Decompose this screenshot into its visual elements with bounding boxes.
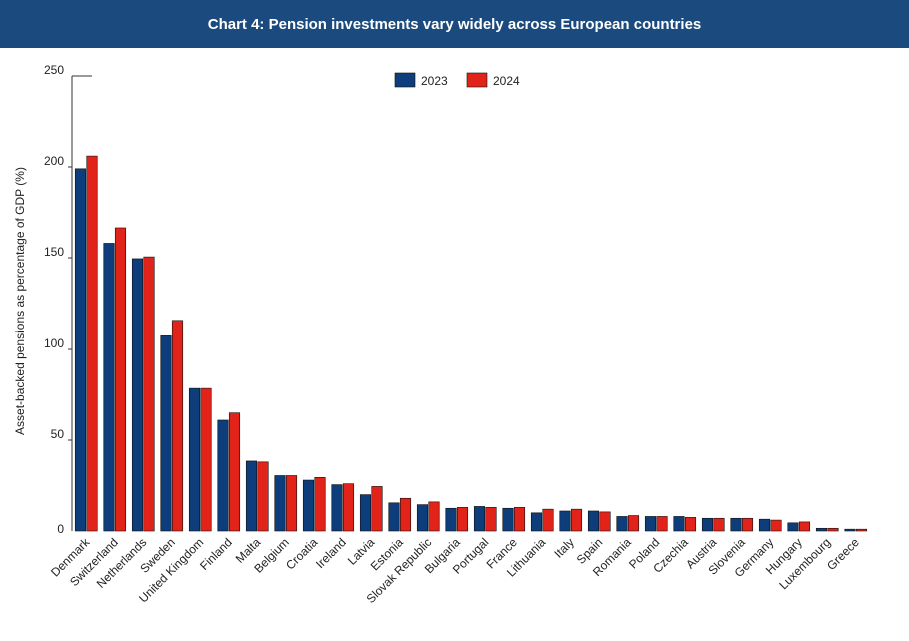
- legend: 2023 2024: [394, 72, 520, 88]
- bar-2023-malta: [245, 460, 258, 532]
- bar-2023-ireland: [331, 484, 343, 532]
- bar-2024-netherlands: [143, 256, 155, 532]
- bar-2024-czechia: [684, 517, 697, 532]
- bar-2024-malta: [257, 461, 269, 532]
- bar-2023-croatia: [302, 479, 315, 532]
- y-tick-label: 150: [44, 245, 64, 259]
- bar-2024-ireland: [342, 483, 355, 532]
- bar-2023-united-kingdom: [188, 387, 201, 532]
- bar-2024-hungary: [798, 521, 811, 532]
- bar-2024-poland: [656, 516, 668, 532]
- x-tick-label: Ireland: [313, 535, 349, 571]
- y-tick-label: 0: [57, 522, 64, 536]
- bar-2024-spain: [599, 511, 611, 532]
- bar-2023-czechia: [673, 516, 685, 532]
- bar-2023-bulgaria: [445, 507, 457, 532]
- bar-2024-latvia: [371, 486, 383, 532]
- bar-2023-slovak-republic: [416, 504, 429, 532]
- bar-2024-lithuania: [542, 508, 554, 532]
- legend-label-2023: 2023: [421, 74, 448, 88]
- bar-2024-romania: [627, 515, 640, 532]
- bar-2023-france: [502, 507, 514, 532]
- bar-2023-estonia: [388, 502, 400, 532]
- y-axis: 0 50 100 150 200 250: [44, 63, 92, 536]
- bar-2023-sweden: [160, 335, 172, 532]
- legend-swatch-2024: [466, 72, 488, 88]
- bar-2024-portugal: [485, 507, 497, 532]
- bar-2023-germany: [758, 518, 771, 532]
- bar-2024-france: [513, 507, 526, 532]
- bar-2023-latvia: [359, 494, 372, 532]
- bar-chart: 0 50 100 150 200 250 DenmarkSwitzerlandNether…: [13, 63, 868, 606]
- bar-2023-austria: [701, 517, 714, 532]
- bar-2024-greece: [855, 528, 868, 532]
- bar-2024-slovenia: [741, 517, 754, 532]
- bar-2023-luxembourg: [815, 527, 828, 532]
- x-tick-label: Greece: [824, 535, 862, 573]
- bar-2024-denmark: [86, 155, 98, 532]
- y-axis-label: Asset-backed pensions as percentage of G…: [13, 167, 27, 435]
- y-tick-label: 100: [44, 336, 64, 350]
- bar-2023-poland: [644, 516, 657, 532]
- bar-2024-sweden: [171, 320, 184, 532]
- bar-2023-greece: [844, 528, 856, 532]
- bar-2024-finland: [228, 412, 241, 532]
- bar-2024-switzerland: [114, 227, 127, 532]
- bar-2023-portugal: [473, 506, 486, 532]
- chart-title: Chart 4: Pension investments vary widely…: [207, 15, 702, 33]
- bar-2024-luxembourg: [827, 527, 839, 532]
- bar-2023-lithuania: [530, 512, 543, 532]
- bar-2024-italy: [570, 508, 583, 532]
- chart-title-banner: Chart 4: Pension investments vary widely…: [0, 0, 909, 48]
- bar-2024-bulgaria: [456, 507, 469, 532]
- bar-2024-croatia: [314, 477, 326, 532]
- bar-2023-denmark: [74, 168, 87, 532]
- x-axis-labels: DenmarkSwitzerlandNetherlandsSwedenUnite…: [48, 535, 862, 606]
- bar-2023-italy: [559, 510, 571, 532]
- bar-2023-spain: [587, 510, 600, 532]
- bar-2023-slovenia: [730, 517, 742, 532]
- bar-2023-belgium: [274, 475, 286, 532]
- bar-2024-germany: [770, 519, 782, 532]
- y-tick-label: 200: [44, 154, 64, 168]
- x-tick-label: Finland: [197, 535, 235, 573]
- bar-2024-united-kingdom: [200, 387, 212, 532]
- bar-2023-romania: [616, 516, 628, 532]
- y-tick-label: 250: [44, 63, 64, 77]
- bars: [74, 155, 868, 532]
- bar-2024-estonia: [399, 497, 412, 532]
- bar-2023-netherlands: [131, 258, 144, 532]
- bar-2024-belgium: [285, 475, 298, 532]
- bar-2023-switzerland: [103, 243, 115, 532]
- y-tick-label: 50: [51, 427, 65, 441]
- legend-label-2024: 2024: [493, 74, 520, 88]
- bar-2024-slovak-republic: [428, 501, 440, 532]
- bar-2023-hungary: [787, 522, 799, 532]
- bar-2024-austria: [713, 517, 725, 532]
- bar-2023-finland: [217, 419, 229, 532]
- legend-swatch-2023: [394, 72, 416, 88]
- x-tick-label: Croatia: [283, 535, 320, 572]
